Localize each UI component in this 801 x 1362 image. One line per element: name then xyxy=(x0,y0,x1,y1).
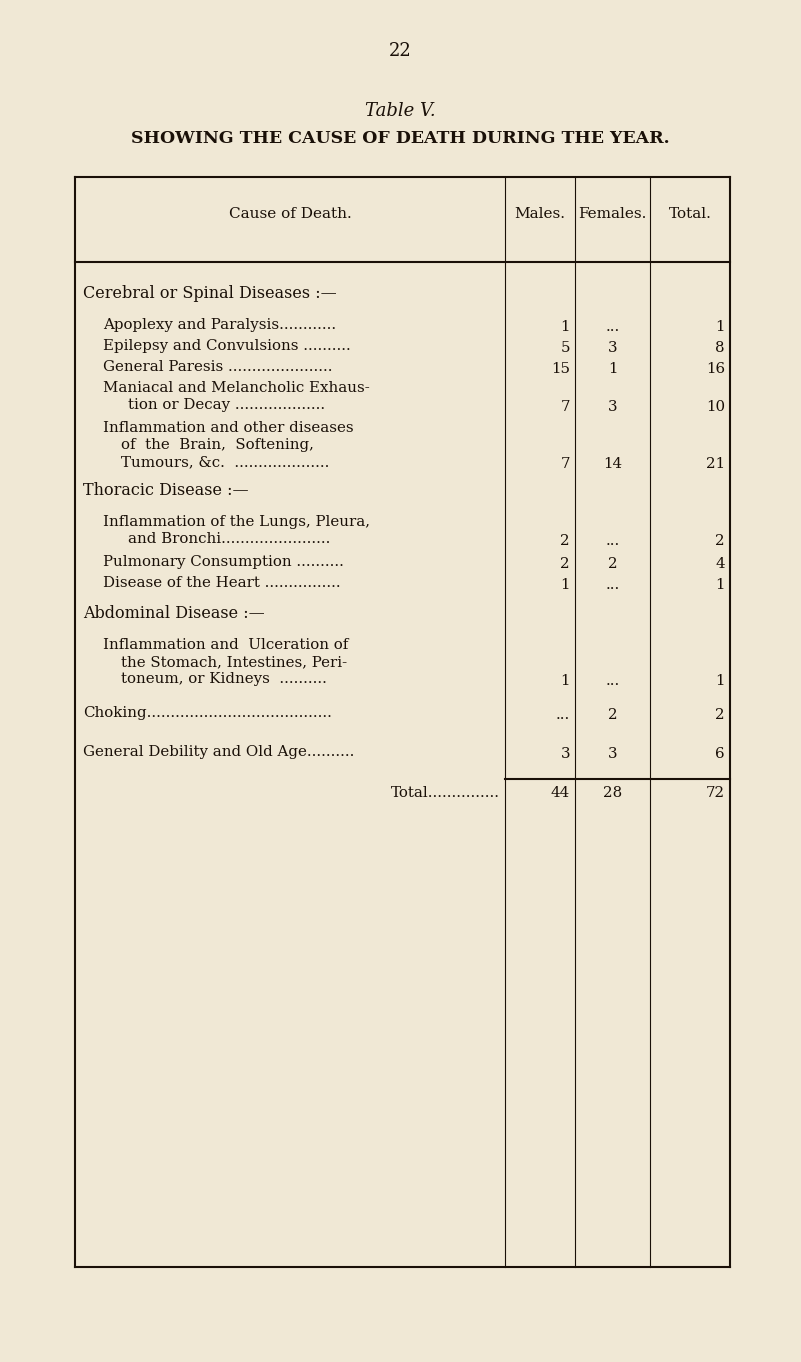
Text: 10: 10 xyxy=(706,400,725,414)
Text: Disease of the Heart ................: Disease of the Heart ................ xyxy=(103,576,340,590)
Text: Epilepsy and Convulsions ..........: Epilepsy and Convulsions .......... xyxy=(103,339,351,353)
Text: Total...............: Total............... xyxy=(391,786,500,799)
Text: 8: 8 xyxy=(715,340,725,355)
Text: Total.: Total. xyxy=(669,207,711,222)
Text: 2: 2 xyxy=(608,708,618,722)
Text: 2: 2 xyxy=(715,534,725,548)
Text: 72: 72 xyxy=(706,786,725,799)
Text: Females.: Females. xyxy=(578,207,646,222)
Text: 2: 2 xyxy=(715,708,725,722)
Text: Cerebral or Spinal Diseases :—: Cerebral or Spinal Diseases :— xyxy=(83,285,336,302)
Text: the Stomach, Intestines, Peri-: the Stomach, Intestines, Peri- xyxy=(121,655,347,669)
Text: Inflammation of the Lungs, Pleura,: Inflammation of the Lungs, Pleura, xyxy=(103,515,370,528)
Text: Inflammation and  Ulceration of: Inflammation and Ulceration of xyxy=(103,637,348,652)
Text: 1: 1 xyxy=(608,362,618,376)
Text: 1: 1 xyxy=(561,320,570,334)
Text: ...: ... xyxy=(606,674,620,688)
Text: 16: 16 xyxy=(706,362,725,376)
Text: Apoplexy and Paralysis............: Apoplexy and Paralysis............ xyxy=(103,317,336,332)
Text: toneum, or Kidneys  ..........: toneum, or Kidneys .......... xyxy=(121,671,327,686)
Text: Choking.......................................: Choking.................................… xyxy=(83,706,332,720)
Text: ...: ... xyxy=(606,534,620,548)
Text: Maniacal and Melancholic Exhaus-: Maniacal and Melancholic Exhaus- xyxy=(103,381,370,395)
Text: ...: ... xyxy=(606,320,620,334)
Text: Thoracic Disease :—: Thoracic Disease :— xyxy=(83,482,248,498)
Text: Males.: Males. xyxy=(514,207,566,222)
Text: 2: 2 xyxy=(561,557,570,571)
Text: Abdominal Disease :—: Abdominal Disease :— xyxy=(83,605,265,622)
Text: tion or Decay ...................: tion or Decay ................... xyxy=(128,398,325,411)
Text: General Debility and Old Age..........: General Debility and Old Age.......... xyxy=(83,745,354,759)
Text: 7: 7 xyxy=(561,458,570,471)
Text: 2: 2 xyxy=(561,534,570,548)
Text: Table V.: Table V. xyxy=(364,102,435,120)
Text: 3: 3 xyxy=(608,400,618,414)
Text: 7: 7 xyxy=(561,400,570,414)
Text: 2: 2 xyxy=(608,557,618,571)
Text: Pulmonary Consumption ..........: Pulmonary Consumption .......... xyxy=(103,554,344,569)
Text: 1: 1 xyxy=(715,674,725,688)
Text: 5: 5 xyxy=(561,340,570,355)
Text: and Bronchi.......................: and Bronchi....................... xyxy=(128,533,330,546)
Text: ...: ... xyxy=(556,708,570,722)
Text: 21: 21 xyxy=(706,458,725,471)
Text: 1: 1 xyxy=(561,577,570,592)
Text: Tumours, &c.  ....................: Tumours, &c. .................... xyxy=(121,455,329,469)
Text: 14: 14 xyxy=(603,458,622,471)
Text: 1: 1 xyxy=(715,320,725,334)
Text: 6: 6 xyxy=(715,746,725,761)
Text: 15: 15 xyxy=(551,362,570,376)
Text: 1: 1 xyxy=(561,674,570,688)
Text: SHOWING THE CAUSE OF DEATH DURING THE YEAR.: SHOWING THE CAUSE OF DEATH DURING THE YE… xyxy=(131,129,670,147)
Text: ...: ... xyxy=(606,577,620,592)
Text: 3: 3 xyxy=(608,746,618,761)
Text: of  the  Brain,  Softening,: of the Brain, Softening, xyxy=(121,439,314,452)
Text: 28: 28 xyxy=(603,786,622,799)
Text: Cause of Death.: Cause of Death. xyxy=(228,207,352,222)
Text: 44: 44 xyxy=(551,786,570,799)
Text: Inflammation and other diseases: Inflammation and other diseases xyxy=(103,421,353,434)
Text: 3: 3 xyxy=(561,746,570,761)
Text: 22: 22 xyxy=(388,42,412,60)
Text: General Paresis ......................: General Paresis ...................... xyxy=(103,360,332,375)
Text: 1: 1 xyxy=(715,577,725,592)
Text: 4: 4 xyxy=(715,557,725,571)
Text: 3: 3 xyxy=(608,340,618,355)
